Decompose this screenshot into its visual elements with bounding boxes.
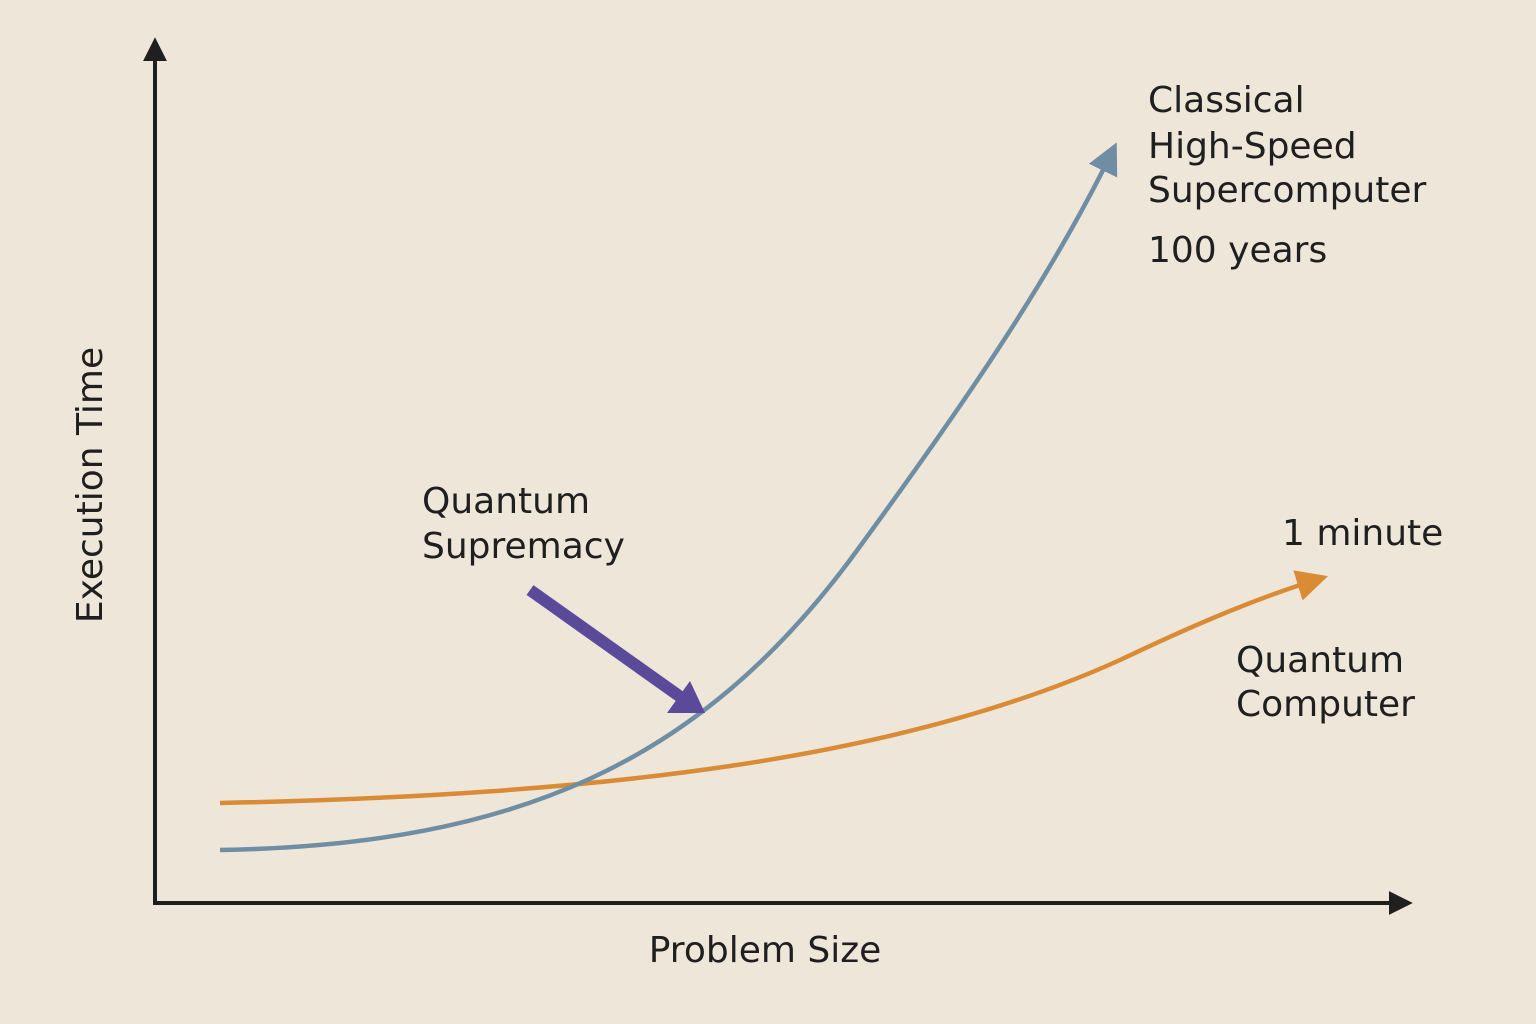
quantum-label: Computer (1236, 684, 1415, 725)
classical-label: High-Speed (1148, 126, 1357, 167)
supremacy-arrowhead (667, 681, 705, 713)
annotation-label: Supremacy (422, 526, 625, 567)
x-axis-label: Problem Size (649, 930, 882, 971)
quantum-time: 1 minute (1282, 513, 1443, 554)
classical-time: 100 years (1148, 230, 1327, 271)
quantum-label: Quantum (1236, 640, 1404, 681)
classical-curve (219, 142, 1118, 853)
classical-label: Classical (1148, 80, 1305, 121)
supremacy-arrow (526, 585, 686, 703)
annotation-label: Quantum (422, 481, 590, 522)
quantum-curve (219, 570, 1329, 806)
classical-label: Supercomputer (1148, 170, 1426, 211)
y-axis-label: Execution Time (70, 347, 111, 623)
